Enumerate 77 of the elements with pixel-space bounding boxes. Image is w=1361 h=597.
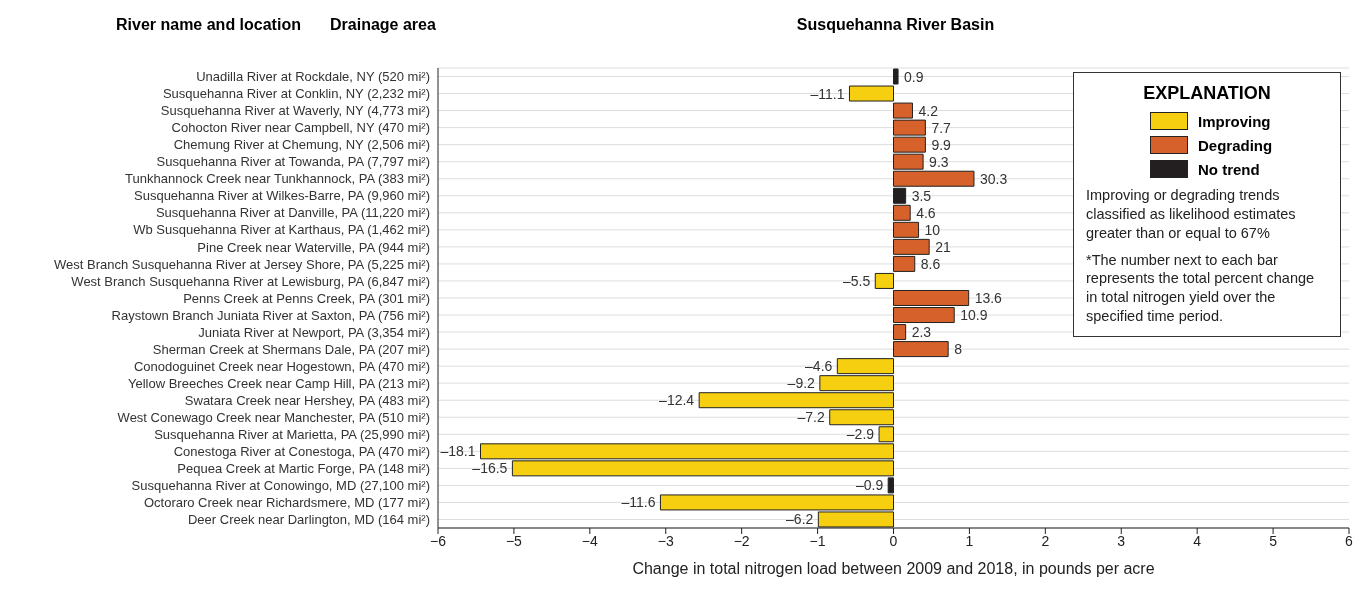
y-tick-label: Pine Creek near Waterville, PA (944 mi²) [197, 239, 430, 255]
y-tick-label: Susquehanna River at Wilkes-Barre, PA (9,960 mi²) [134, 188, 430, 204]
x-tick-label: 1 [965, 532, 974, 549]
x-tick-label: 4 [1193, 532, 1202, 549]
y-tick-label: Susquehanna River at Waverly, NY (4,773 mi²) [160, 103, 430, 119]
y-tick-label: Tunkhannock Creek near Tunkhannock, PA (383 mi²) [125, 171, 430, 187]
annotation: 3.5 [911, 187, 932, 204]
y-tick-label: Susquehanna River at Danville, PA (11,220 mi²) [155, 205, 430, 221]
x-tick-label: −6 [430, 532, 447, 549]
y-tick-label: Deer Creek near Darlington, MD (164 mi²) [187, 512, 430, 528]
y-tick-label: Unadilla River at Rockdale, NY (520 mi²) [196, 69, 430, 85]
annotation: 10 [924, 221, 941, 238]
text: River name and location [116, 16, 301, 34]
x-tick-label: 5 [1269, 532, 1278, 549]
x-tick-label: 3 [1117, 532, 1126, 549]
legend-title: EXPLANATION [1142, 83, 1272, 104]
annotation: –11.6 [621, 494, 656, 511]
annotation: –4.6 [805, 358, 833, 375]
annotation: –7.2 [797, 409, 825, 426]
annotation: –11.1 [810, 85, 845, 102]
annotation: –6.2 [786, 511, 814, 528]
legend-label: Improving [1197, 112, 1272, 130]
y-tick-label: Conestoga River at Conestoga, PA (470 mi²) [173, 443, 430, 459]
annotation: –9.2 [787, 375, 816, 392]
annotation: –12.4 [659, 392, 695, 409]
text: Drainage area [330, 16, 436, 34]
y-tick-label: Susquehanna River at Conklin, NY (2,232 mi²) [162, 86, 430, 102]
legend-label: No trend [1197, 160, 1261, 178]
x-tick-label: −2 [733, 532, 750, 549]
annotation: 7.7 [931, 119, 952, 136]
x-tick-label: −4 [581, 532, 599, 549]
annotation: 2.3 [911, 324, 932, 341]
y-tick-label: Juniata River at Newport, PA (3,354 mi²) [198, 324, 430, 340]
annotation: 21 [935, 238, 951, 255]
annotation: –5.5 [843, 272, 871, 289]
annotation: *The number next to each bar represents the total percent change in total nitrogen yield over the specified time period. [1086, 250, 1316, 326]
y-tick-label: Penns Creek at Penns Creek, PA (301 mi²) [183, 290, 430, 306]
x-axis-title: Change in total nitrogen load between 2009 and 2018, in pounds per acre [632, 560, 1155, 577]
annotation: 8 [954, 341, 963, 358]
annotation: 13.6 [974, 290, 1003, 306]
annotation: –2.9 [846, 426, 875, 443]
y-tick-label: Yellow Breeches Creek near Camp Hill, PA (213 mi²) [127, 375, 430, 391]
y-tick-label: Raystown Branch Juniata River at Saxton, PA (756 mi²) [111, 307, 430, 323]
y-tick-label: Swatara Creek near Hershey, PA (483 mi²) [184, 392, 430, 408]
x-tick-label: −5 [505, 532, 523, 549]
y-tick-label: Pequea Creek at Martic Forge, PA (148 mi²) [177, 460, 430, 476]
annotation: 4.6 [916, 204, 936, 221]
annotation: 9.3 [929, 153, 949, 170]
y-tick-label: West Branch Susquehanna River at Lewisburg, PA (6,847 mi²) [71, 273, 430, 289]
annotation: 10.9 [960, 307, 988, 324]
y-tick-label: Conodoguinet Creek near Hogestown, PA (470 mi²) [133, 358, 430, 374]
y-tick-label: Sherman Creek at Shermans Dale, PA (207 mi²) [152, 341, 430, 357]
y-tick-label: West Branch Susquehanna River at Jersey Shore, PA (5,225 mi²) [54, 256, 430, 272]
annotation: Improving or degrading trends classified as likelihood estimates greater than or equal to 67% [1086, 186, 1297, 243]
y-tick-label: Susquehanna River at Towanda, PA (7,797 mi²) [156, 154, 430, 170]
annotation: 8.6 [920, 255, 941, 272]
annotation: 0.9 [904, 68, 924, 85]
annotation: –16.5 [472, 460, 508, 477]
annotation: –18.1 [440, 443, 476, 460]
x-tick-label: −3 [657, 532, 674, 549]
x-tick-label: 0 [889, 532, 898, 549]
y-tick-label: Susquehanna River at Conowingo, MD (27,100 mi²) [131, 478, 430, 494]
annotation: 30.3 [979, 170, 1008, 187]
y-tick-label: Chemung River at Chemung, NY (2,506 mi²) [173, 137, 430, 153]
y-tick-label: Susquehanna River at Marietta, PA (25,990 mi²) [154, 426, 430, 442]
y-tick-label: West Conewago Creek near Manchester, PA (510 mi²) [117, 409, 430, 425]
annotation: –0.9 [855, 477, 884, 494]
y-tick-label: Wb Susquehanna River at Karthaus, PA (1,462 mi²) [133, 222, 430, 238]
annotation: 4.2 [918, 102, 939, 119]
x-tick-label: −1 [809, 532, 826, 549]
x-tick-label: 2 [1041, 532, 1050, 549]
chart-title: Susquehanna River Basin [795, 16, 996, 34]
y-tick-label: Cohocton River near Campbell, NY (470 mi²) [171, 120, 430, 136]
x-tick-label: 6 [1345, 532, 1354, 549]
y-tick-label: Octoraro Creek near Richardsmere, MD (177 mi²) [143, 495, 430, 511]
legend-label: Degrading [1197, 136, 1274, 154]
annotation: 9.9 [931, 136, 952, 153]
